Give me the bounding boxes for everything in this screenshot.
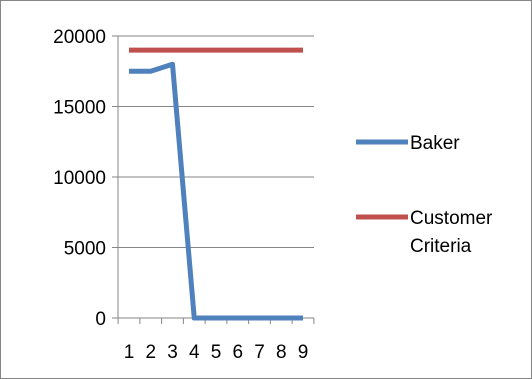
x-tick-label-5: 5 <box>211 342 222 363</box>
y-tick-label-20000: 20000 <box>53 27 106 48</box>
gridlines <box>118 35 314 248</box>
legend-label-1-line-0: Customer <box>410 208 493 229</box>
x-tick-label-3: 3 <box>167 342 178 363</box>
y-tick-label-0: 0 <box>95 309 106 330</box>
series-line-0 <box>129 61 303 321</box>
legend-label-1-line-1: Criteria <box>410 236 472 257</box>
y-tick-label-15000: 15000 <box>53 98 106 119</box>
series-lines <box>129 47 303 321</box>
x-tick-label-9: 9 <box>298 342 309 363</box>
x-tick-label-6: 6 <box>232 342 243 363</box>
y-tick-label-10000: 10000 <box>53 168 106 189</box>
x-tick-label-1: 1 <box>124 342 135 363</box>
legend-label-0: Baker <box>410 133 460 154</box>
x-tick-label-4: 4 <box>189 342 200 363</box>
x-tick-label-8: 8 <box>276 342 287 363</box>
legend: Baker Customer Criteria <box>356 133 493 257</box>
x-tick-label-7: 7 <box>254 342 265 363</box>
y-tick-label-5000: 5000 <box>64 239 106 260</box>
x-tick-label-2: 2 <box>145 342 156 363</box>
